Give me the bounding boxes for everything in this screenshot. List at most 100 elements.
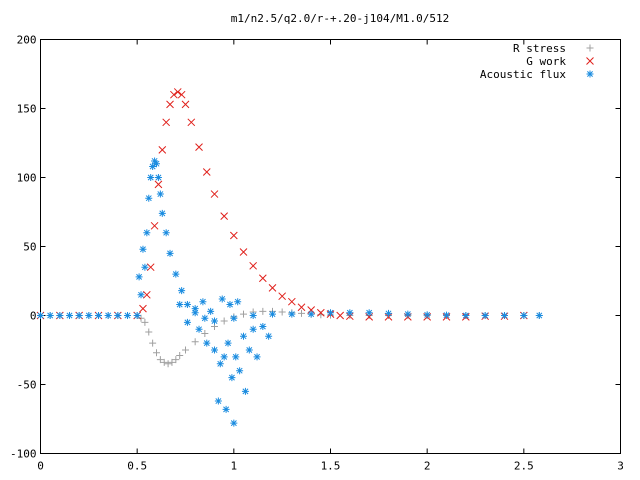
- x-tick-label: 0.5: [127, 460, 147, 473]
- data-point: [336, 311, 345, 320]
- x-tick-label: 1.5: [321, 460, 341, 473]
- data-point: [156, 190, 164, 198]
- data-point: [226, 300, 234, 308]
- data-point: [191, 338, 199, 346]
- data-point: [268, 284, 277, 292]
- data-point: [154, 174, 162, 181]
- data-point: [214, 397, 222, 405]
- data-point: [207, 307, 215, 315]
- data-point: [143, 229, 151, 237]
- data-point: [501, 312, 508, 319]
- x-tick-label: 0: [37, 460, 44, 473]
- data-point: [269, 310, 276, 318]
- data-point: [259, 307, 267, 315]
- x-tick-label: 2.5: [514, 460, 534, 473]
- data-point: [133, 312, 141, 319]
- data-point: [443, 311, 450, 319]
- data-point: [154, 180, 163, 189]
- data-point: [265, 332, 273, 340]
- data-point: [178, 287, 186, 295]
- legend-marker: [586, 57, 594, 65]
- data-point: [346, 309, 354, 317]
- data-point: [258, 274, 267, 283]
- data-point: [423, 311, 431, 319]
- data-point: [220, 353, 228, 361]
- data-point: [104, 312, 112, 319]
- data-point: [170, 90, 178, 99]
- data-point: [230, 419, 238, 427]
- data-point: [158, 146, 167, 154]
- data-point: [162, 229, 170, 237]
- data-point: [137, 291, 145, 299]
- data-point: [145, 328, 153, 336]
- data-point: [236, 367, 244, 375]
- data-point: [150, 221, 159, 230]
- data-point: [241, 387, 249, 395]
- data-point: [239, 248, 248, 256]
- data-point: [124, 312, 131, 319]
- series-1: [36, 88, 528, 321]
- data-point: [201, 314, 209, 322]
- data-point: [259, 323, 267, 331]
- x-tick-label: 3: [617, 460, 624, 473]
- data-point: [404, 310, 412, 318]
- data-point: [162, 118, 171, 127]
- data-point: [520, 312, 528, 319]
- data-point: [220, 212, 229, 220]
- data-point: [166, 100, 174, 109]
- y-tick-label: -50: [17, 379, 37, 392]
- data-point: [211, 346, 218, 354]
- data-point: [211, 317, 218, 325]
- y-tick-label: 100: [17, 172, 37, 185]
- data-point: [145, 194, 153, 202]
- legend-label: Acoustic flux: [480, 68, 566, 81]
- data-point: [385, 309, 392, 317]
- data-point: [181, 100, 190, 109]
- data-point: [177, 90, 186, 99]
- data-point: [201, 329, 209, 337]
- data-point: [147, 174, 155, 181]
- y-tick-label: 150: [17, 103, 37, 116]
- data-point: [249, 312, 257, 319]
- data-point: [139, 304, 147, 313]
- data-point: [202, 168, 211, 176]
- data-point: [288, 310, 296, 318]
- data-point: [278, 292, 287, 301]
- y-tick-label: 0: [30, 310, 37, 323]
- data-point: [183, 300, 191, 308]
- data-point: [278, 308, 286, 316]
- y-tick-label: -100: [10, 448, 37, 461]
- data-point: [216, 360, 224, 368]
- data-point: [191, 309, 199, 317]
- data-point: [166, 249, 174, 257]
- data-point: [210, 190, 219, 198]
- data-point: [232, 353, 240, 361]
- data-point: [151, 157, 159, 165]
- data-point: [85, 312, 93, 319]
- data-point: [462, 312, 470, 319]
- legend-marker: [586, 70, 594, 78]
- chart-title: m1/n2.5/q2.0/r-+.20-j104/M1.0/512: [231, 12, 450, 25]
- series-2: [37, 157, 543, 427]
- data-point: [146, 263, 155, 272]
- data-point: [195, 325, 203, 333]
- data-point: [164, 360, 172, 368]
- data-point: [229, 231, 238, 240]
- data-point: [137, 314, 145, 322]
- data-point: [481, 312, 489, 319]
- data-point: [114, 312, 122, 319]
- data-point: [316, 308, 325, 317]
- data-series: [36, 88, 543, 427]
- plot-frame: [40, 39, 621, 454]
- data-point: [535, 312, 543, 319]
- legend-label: G work: [526, 55, 566, 68]
- legend-marker: [586, 44, 594, 52]
- data-point: [56, 312, 64, 319]
- data-point: [245, 346, 253, 354]
- data-point: [234, 298, 242, 306]
- y-tick-label: 200: [17, 34, 37, 47]
- data-point: [135, 273, 143, 281]
- data-point: [191, 305, 199, 313]
- data-point: [158, 209, 166, 217]
- data-point: [220, 317, 228, 325]
